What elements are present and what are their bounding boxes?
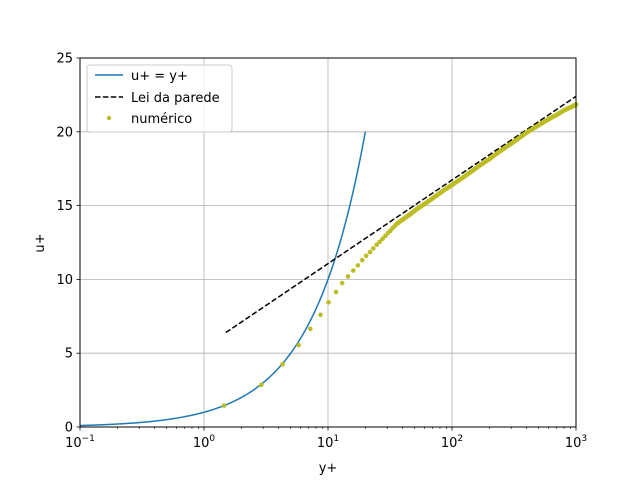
series-wall-law-line [225,95,577,334]
x-tick-base: 10 [441,436,458,451]
y-tick-label: 20 [56,125,73,140]
y-tick-label: 5 [65,347,73,362]
numeric-data-point [351,268,356,273]
x-tick-exponent: −1 [82,434,95,444]
x-tick-label: 101 [317,434,339,451]
x-tick-label: 102 [441,434,463,451]
numeric-data-point [280,361,285,367]
y-tick-label: 25 [56,52,73,67]
numeric-data-point [333,289,339,295]
legend-frame [86,64,233,133]
numeric-data-point [363,253,369,259]
numeric-data-point [296,342,301,348]
x-axis-label: y+ [319,461,338,476]
numeric-data-point [367,249,373,255]
numeric-data-point [359,257,365,263]
plot-area [79,95,579,427]
x-tick-base: 10 [317,436,334,451]
numeric-data-point [308,326,313,332]
x-tick-base: 10 [565,436,582,451]
x-tick-exponent: 1 [333,434,339,444]
x-tick-label: 103 [565,434,587,451]
legend: u+ = y+ Lei da parede numérico [86,64,233,133]
x-tick-label: 10−1 [65,434,95,451]
y-tick-label: 15 [56,199,73,214]
x-tick-label: 100 [193,434,216,451]
numeric-data-point [318,312,323,318]
numeric-data-point [377,239,382,245]
x-tick-base: 10 [193,436,210,451]
numeric-data-point [380,236,385,242]
numeric-data-point [339,280,345,286]
numeric-data-point [221,403,227,408]
numeric-data-point [383,233,388,239]
y-tick-label: 0 [65,421,73,436]
numeric-data-point [374,242,379,248]
numeric-data-point [345,274,351,279]
numeric-data-point [371,246,376,251]
x-tick-exponent: 0 [209,434,215,444]
legend-label-identity: u+ = y+ [131,69,188,84]
numeric-data-point [355,263,361,268]
legend-marker-swatch [106,115,112,121]
x-tick-exponent: 3 [581,434,587,444]
legend-label-numeric: numérico [131,112,192,127]
legend-label-wall-law: Lei da parede [131,91,220,106]
x-tick-base: 10 [65,436,82,451]
numeric-data-point [259,382,264,388]
x-tick-exponent: 2 [457,434,463,444]
y-axis-label: u+ [33,233,48,252]
y-tick-label: 10 [56,273,73,288]
numeric-data-point [326,299,331,305]
